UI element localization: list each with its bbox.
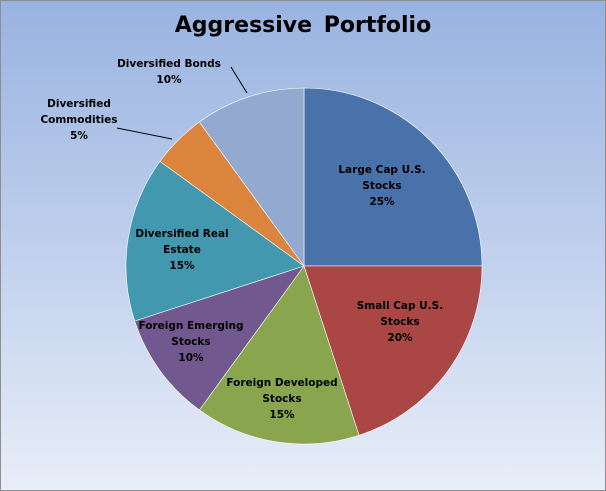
slice-label-foreign-emerging-stocks: Foreign Emerging Stocks 10% [138, 320, 243, 364]
pie-slice-diversified-real-estate [125, 160, 305, 322]
leader-line-diversified-bonds [230, 66, 248, 94]
slice-label-diversified-commodities: Diversified Commodities 5% [40, 98, 117, 142]
pie-slice-small-cap-u-s-stocks [303, 265, 483, 436]
slice-label-foreign-developed-stocks: Foreign Developed Stocks 15% [226, 377, 337, 421]
slice-label-large-cap-u-s-stocks: Large Cap U.S. Stocks 25% [338, 164, 425, 208]
pie-slice-foreign-emerging-stocks [134, 265, 305, 411]
slice-label-small-cap-u-s-stocks: Small Cap U.S. Stocks 20% [357, 300, 443, 344]
pie-slice-large-cap-u-s-stocks [303, 87, 483, 267]
chart-title: Aggressive Portfolio [174, 13, 432, 38]
pie-slice-foreign-developed-stocks [198, 265, 360, 445]
slice-label-diversified-bonds: Diversified Bonds 10% [117, 58, 221, 86]
slice-label-diversified-real-estate: Diversified Real Estate 15% [135, 228, 228, 272]
leader-line-diversified-commodities [116, 127, 173, 140]
pie-slice-diversified-bonds [198, 87, 305, 267]
